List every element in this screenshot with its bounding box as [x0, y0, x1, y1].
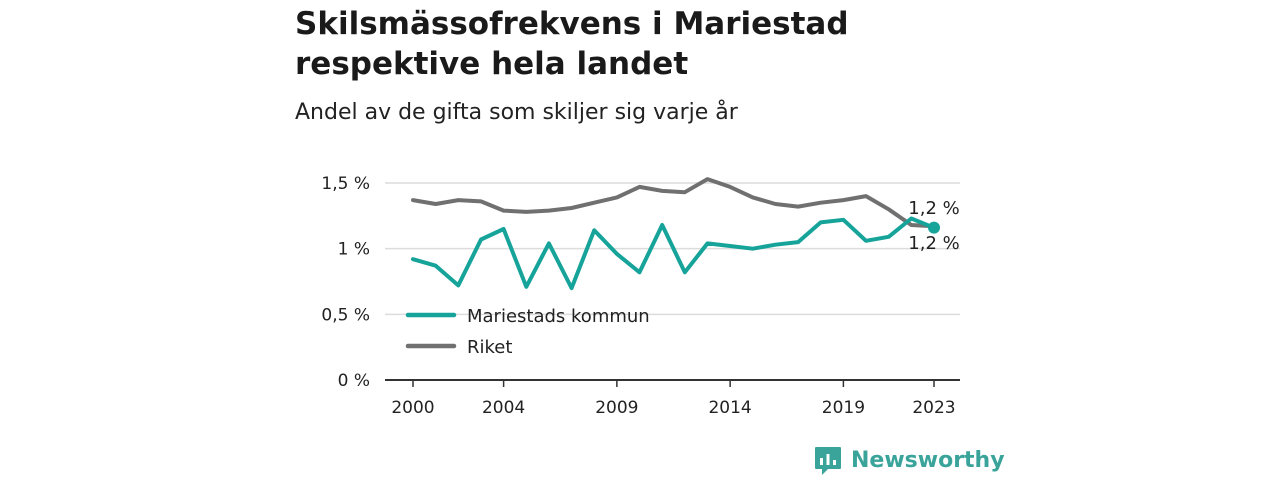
newsworthy-logo-icon — [815, 447, 841, 475]
x-tick-label: 2014 — [708, 398, 751, 418]
chart-title: Skilsmässofrekvens i Mariestad respektiv… — [295, 6, 849, 82]
x-tick-label: 2019 — [822, 398, 865, 418]
y-tick-label: 0,5 % — [321, 305, 370, 325]
brand-logo: Newsworthy — [814, 446, 1005, 476]
series-line-mariestad — [411, 216, 936, 291]
series-end-point — [928, 221, 940, 234]
y-tick-label: 1 % — [338, 240, 370, 260]
legend-label: Mariestads kommun — [467, 306, 650, 327]
chart-subtitle: Andel av de gifta som skiljer sig varje … — [295, 100, 738, 125]
legend-label: Riket — [467, 337, 512, 358]
end-label-mariestad: 1,2 % — [908, 198, 959, 219]
y-tick-label: 1,5 % — [321, 174, 370, 194]
x-tick-label: 2009 — [595, 398, 638, 418]
x-tick-label: 2023 — [912, 398, 955, 418]
end-label-riket: 1,2 % — [908, 233, 959, 254]
y-tick-label: 0 % — [338, 371, 370, 391]
brand-name: Newsworthy — [851, 448, 1005, 473]
x-tick-label: 2000 — [391, 398, 434, 418]
x-tick-label: 2004 — [482, 398, 525, 418]
series-line-riket — [411, 177, 936, 229]
